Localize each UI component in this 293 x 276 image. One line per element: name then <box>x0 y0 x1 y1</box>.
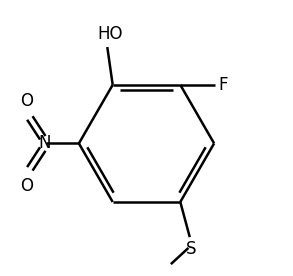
Text: HO: HO <box>97 25 123 43</box>
Text: O: O <box>20 177 33 195</box>
Text: N: N <box>39 134 51 152</box>
Text: O: O <box>20 92 33 110</box>
Text: S: S <box>186 240 196 258</box>
Text: F: F <box>219 76 228 94</box>
